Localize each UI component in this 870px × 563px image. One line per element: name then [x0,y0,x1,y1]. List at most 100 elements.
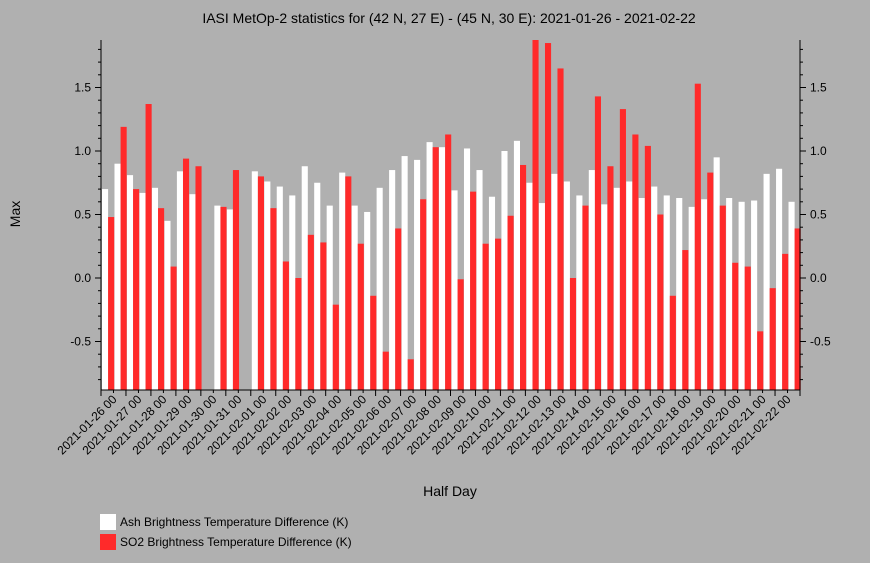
y-tick-label-right: 0.0 [810,271,827,285]
ash-bar [601,204,608,390]
ash-bar [726,197,733,390]
so2-bar [520,164,527,390]
ash-bar [264,181,271,390]
so2-bar [594,96,601,390]
so2-bar [158,208,165,390]
so2-bar [544,43,552,391]
ash-bar [214,205,221,390]
so2-bar [757,331,764,390]
so2-bar [532,40,539,390]
so2-bar [108,217,115,390]
ash-bar [738,201,745,390]
ash-bar [638,197,645,390]
so2-bar [332,304,339,390]
so2-bar [582,205,589,390]
so2-bar [644,145,651,390]
y-tick-label-right: 1.5 [810,81,827,95]
so2-bar [694,83,701,390]
ash-bar [451,190,458,390]
ash-bar [651,186,658,390]
ash-bar [251,171,258,390]
so2-bar [744,266,751,390]
ash-bar [788,201,795,390]
ash-bar [226,209,233,390]
so2-bar [182,158,190,390]
ash-bar [476,170,483,390]
so2-bar [569,278,577,390]
legend: Ash Brightness Temperature Difference (K… [100,512,352,552]
y-tick-label-right: 1.0 [810,144,827,158]
so2-bar [632,134,639,390]
so2-bar [669,295,676,390]
so2-bar [682,250,689,390]
chart-title: IASI MetOp-2 statistics for (42 N, 27 E)… [202,10,696,26]
plot-bars [102,40,801,391]
ash-bar [776,168,783,390]
ash-bar [563,181,570,390]
ash-bar [326,205,333,390]
so2-bar [507,215,514,390]
so2-bar [482,243,489,390]
ash-bar [289,195,296,390]
ash-bar [339,172,346,390]
so2-bar [457,279,464,390]
so2-bar [432,147,439,390]
so2-bar [407,359,414,390]
so2-bar [420,199,427,390]
legend-label-ash: Ash Brightness Temperature Difference (K… [120,515,349,529]
ash-bar [389,170,396,390]
ash-bar [114,163,121,390]
so2-bar [557,68,564,390]
so2-bar [270,208,277,390]
y-axis-label: Max [7,201,23,227]
ash-bar [701,199,708,390]
so2-bar [133,189,140,390]
ash-bar [176,171,183,390]
so2-bar [782,253,789,390]
so2-bar [657,214,664,390]
so2-bar [707,172,714,390]
ash-bar [189,194,196,390]
ash-bar [488,196,496,390]
ash-bar [351,205,358,390]
ash-bar [126,175,134,390]
y-tick-label-left: 0.0 [74,271,91,285]
ash-bar [588,170,595,390]
ash-bar [414,159,421,390]
legend-item-ash: Ash Brightness Temperature Difference (K… [100,512,352,532]
y-tick-label-right: 0.5 [810,208,827,222]
so2-bar [307,234,314,390]
so2-bar [220,206,227,390]
so2-bar [769,288,776,390]
ash-bar [526,182,533,390]
so2-bar [320,242,327,390]
ash-bar [364,211,371,390]
ash-bar [551,173,558,390]
ash-bar [301,166,308,390]
ash-bar [576,195,583,390]
so2-bar [357,243,364,390]
y-tick-label-left: 1.0 [74,144,91,158]
ash-bar [314,182,321,390]
ash-bar [538,203,545,390]
ash-bar [763,173,770,390]
ash-bar [613,187,620,390]
so2-bar [257,176,264,390]
ash-bar [276,186,283,390]
ash-bar [688,206,695,390]
ash-bar [439,147,446,390]
ash-bar [164,220,171,390]
so2-bar [607,166,614,390]
ash-bar [751,200,758,390]
so2-bar [495,238,502,390]
legend-swatch-ash [100,514,116,530]
so2-bar [732,262,739,390]
y-tick-label-left: -0.5 [70,335,91,349]
ash-bar [626,181,633,390]
so2-bar [794,228,801,390]
x-axis-label: Half Day [423,483,477,499]
ash-bar [102,189,109,390]
ash-bar [676,197,683,390]
so2-bar [170,266,177,390]
